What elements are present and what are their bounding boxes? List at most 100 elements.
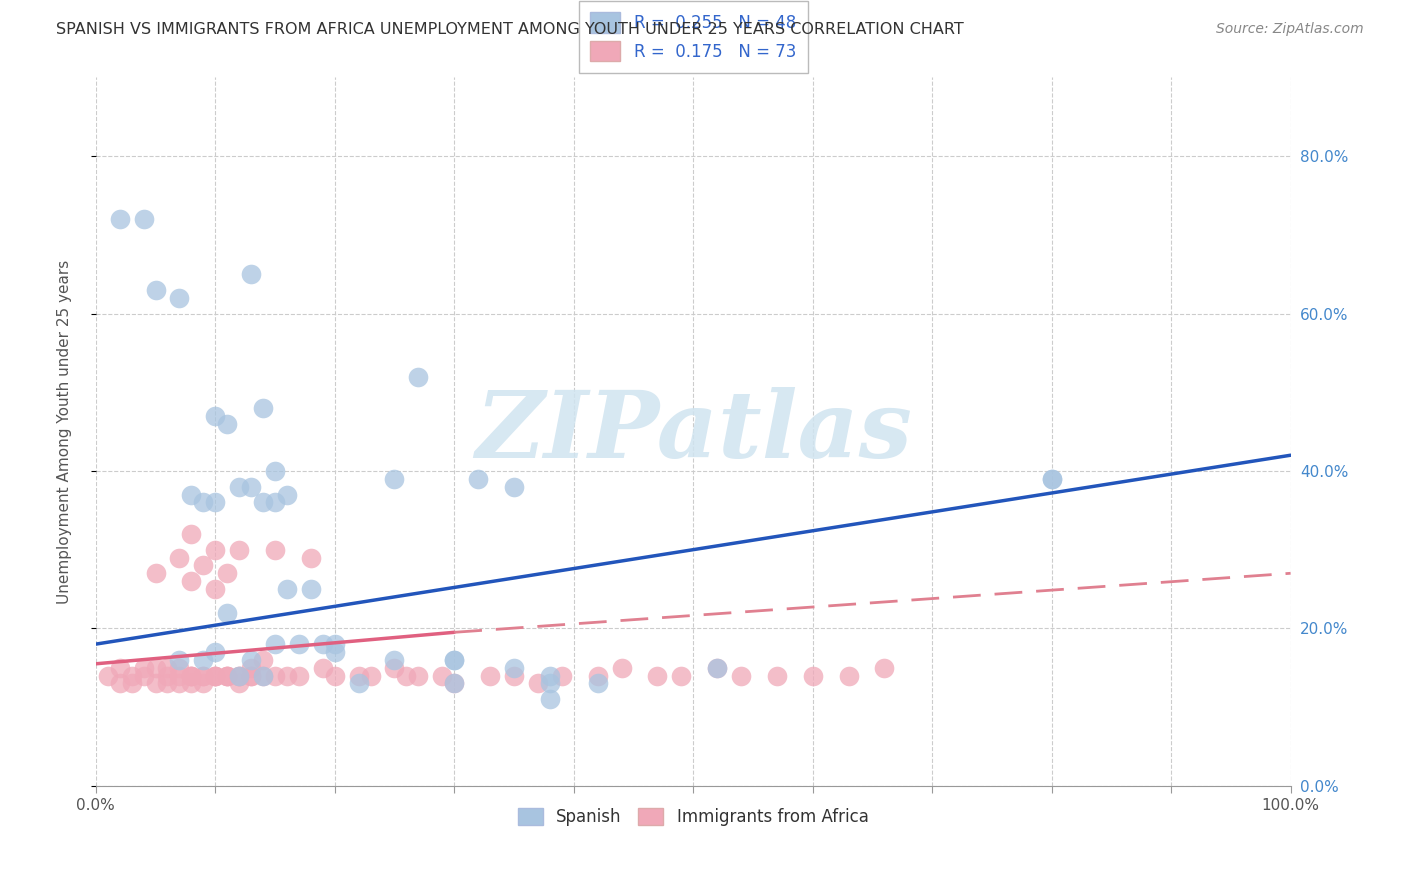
Point <box>384 653 406 667</box>
Point <box>264 542 287 557</box>
Point <box>288 668 311 682</box>
Point <box>443 676 465 690</box>
Point <box>276 487 298 501</box>
Point <box>217 668 239 682</box>
Point <box>169 676 191 690</box>
Point <box>204 582 226 596</box>
Point <box>169 661 191 675</box>
Point <box>408 668 430 682</box>
Point <box>252 653 274 667</box>
Point <box>240 480 263 494</box>
Point <box>586 668 609 682</box>
Point <box>108 661 131 675</box>
Point <box>169 291 191 305</box>
Point <box>706 661 728 675</box>
Point <box>264 495 287 509</box>
Point <box>193 668 215 682</box>
Point <box>312 661 335 675</box>
Point <box>217 606 239 620</box>
Point <box>156 668 179 682</box>
Point <box>217 668 239 682</box>
Point <box>264 668 287 682</box>
Point <box>180 574 202 589</box>
Point <box>264 464 287 478</box>
Point <box>873 661 896 675</box>
Point <box>610 661 633 675</box>
Point <box>837 668 859 682</box>
Point <box>217 566 239 581</box>
Legend: Spanish, Immigrants from Africa: Spanish, Immigrants from Africa <box>509 799 877 834</box>
Point <box>323 645 346 659</box>
Point <box>228 542 250 557</box>
Point <box>408 369 430 384</box>
Point <box>766 668 789 682</box>
Point <box>395 668 418 682</box>
Point <box>443 676 465 690</box>
Point <box>97 668 120 682</box>
Point <box>204 542 226 557</box>
Point <box>384 661 406 675</box>
Point <box>384 472 406 486</box>
Point <box>132 668 155 682</box>
Point <box>240 668 263 682</box>
Point <box>108 212 131 227</box>
Point <box>228 480 250 494</box>
Point <box>503 480 526 494</box>
Point <box>647 668 669 682</box>
Point <box>252 401 274 415</box>
Point <box>228 668 250 682</box>
Text: Source: ZipAtlas.com: Source: ZipAtlas.com <box>1216 22 1364 37</box>
Point <box>228 668 250 682</box>
Point <box>193 653 215 667</box>
Point <box>432 668 454 682</box>
Text: ZIPatlas: ZIPatlas <box>475 386 911 476</box>
Point <box>586 676 609 690</box>
Point <box>801 668 824 682</box>
Point <box>276 668 298 682</box>
Point <box>1040 472 1063 486</box>
Point <box>132 212 155 227</box>
Point <box>204 668 226 682</box>
Point <box>193 676 215 690</box>
Point <box>503 668 526 682</box>
Point <box>240 661 263 675</box>
Point <box>169 668 191 682</box>
Point <box>180 668 202 682</box>
Point <box>347 676 370 690</box>
Point <box>228 676 250 690</box>
Point <box>132 661 155 675</box>
Point <box>193 668 215 682</box>
Point <box>527 676 550 690</box>
Point <box>204 668 226 682</box>
Point <box>180 668 202 682</box>
Point <box>204 495 226 509</box>
Point <box>538 668 561 682</box>
Point <box>180 527 202 541</box>
Text: SPANISH VS IMMIGRANTS FROM AFRICA UNEMPLOYMENT AMONG YOUTH UNDER 25 YEARS CORREL: SPANISH VS IMMIGRANTS FROM AFRICA UNEMPL… <box>56 22 965 37</box>
Point <box>252 668 274 682</box>
Point <box>538 676 561 690</box>
Point <box>156 661 179 675</box>
Point <box>288 637 311 651</box>
Point <box>503 661 526 675</box>
Point <box>240 267 263 281</box>
Point <box>299 582 322 596</box>
Point <box>264 637 287 651</box>
Point <box>169 653 191 667</box>
Point <box>551 668 574 682</box>
Point <box>323 637 346 651</box>
Point <box>252 668 274 682</box>
Point <box>156 676 179 690</box>
Point <box>443 653 465 667</box>
Y-axis label: Unemployment Among Youth under 25 years: Unemployment Among Youth under 25 years <box>58 260 72 604</box>
Point <box>252 495 274 509</box>
Point <box>217 417 239 431</box>
Point <box>193 558 215 573</box>
Point <box>145 661 167 675</box>
Point <box>145 676 167 690</box>
Point <box>323 668 346 682</box>
Point <box>145 283 167 297</box>
Point <box>240 653 263 667</box>
Point <box>312 637 335 651</box>
Point <box>479 668 502 682</box>
